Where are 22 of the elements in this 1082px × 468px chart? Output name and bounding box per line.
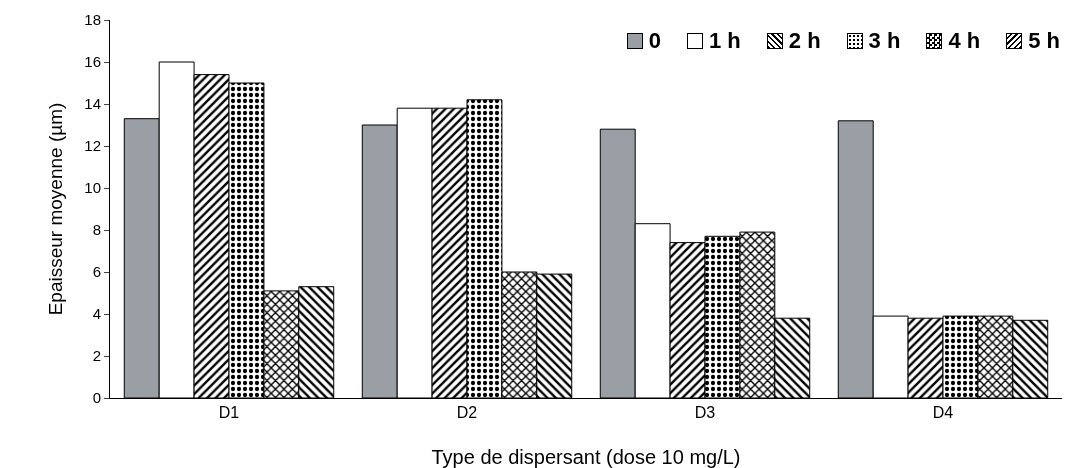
x-tick-label: D2 <box>456 404 478 422</box>
y-tick-label: 4 <box>92 305 101 323</box>
y-tick-label: 2 <box>92 347 101 365</box>
x-axis-title: Type de dispersant (dose 10 mg/L) <box>431 446 741 468</box>
legend-label: 3 h <box>868 28 901 54</box>
y-tick-label: 14 <box>84 95 101 113</box>
y-tick-label: 12 <box>84 137 101 155</box>
x-tick-label: D4 <box>932 404 954 422</box>
legend-label: 2 h <box>788 28 821 54</box>
legend-label: 1 h <box>709 28 741 54</box>
x-tick-label: D1 <box>218 404 240 422</box>
legend-label: 0 <box>648 28 662 54</box>
y-tick-label: 0 <box>92 389 101 407</box>
y-tick-label: 10 <box>84 179 101 197</box>
y-tick-label: 18 <box>84 11 101 29</box>
legend-label: 5 h <box>1028 28 1060 54</box>
y-tick-label: 6 <box>92 263 101 281</box>
y-tick-label: 8 <box>92 221 101 239</box>
x-tick-label: D3 <box>694 404 716 422</box>
y-tick-label: 16 <box>84 53 101 71</box>
legend-label: 4 h <box>948 28 981 54</box>
y-axis-title: Epaisseur moyenne (µm) <box>45 102 66 316</box>
